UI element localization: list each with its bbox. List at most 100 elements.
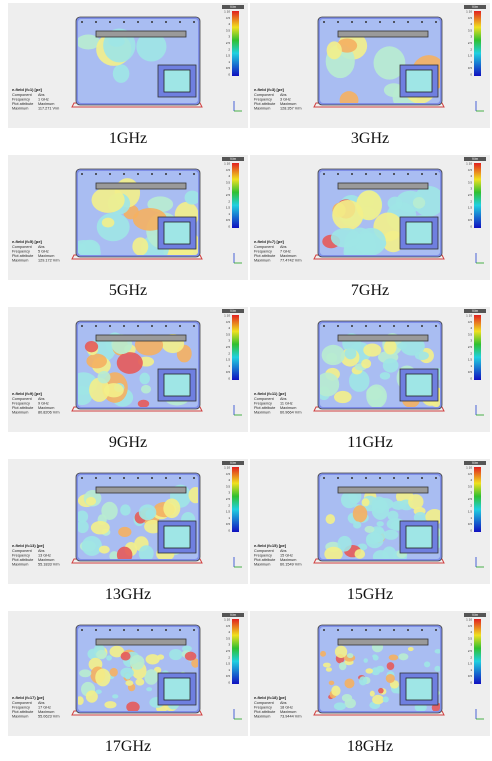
annotation-value: Abs [38, 701, 45, 705]
screw [435, 629, 437, 631]
screw [365, 325, 367, 327]
field-blob [132, 237, 148, 255]
annotation-key: Frequency [254, 250, 272, 254]
annotation-value: Maximum [280, 406, 296, 410]
screw [81, 477, 83, 479]
field-blob [130, 655, 145, 670]
screw [365, 477, 367, 479]
field-blob [424, 661, 430, 667]
field-blob [408, 647, 414, 651]
field-plot: V/m1 104.543.532.521.510.50e-field (f=15… [250, 459, 490, 584]
annotation-key: Frequency [254, 402, 272, 406]
field-blob [365, 526, 375, 533]
field-blob [344, 678, 354, 688]
field-blob [120, 504, 131, 515]
field-blob [96, 690, 102, 694]
colorbar-tick: 3.5 [468, 636, 473, 640]
annotation-key: Plot attribute [12, 254, 33, 258]
annotation-value: 129.172 V/m [38, 259, 60, 263]
field-blob [354, 549, 365, 559]
field-blob [363, 343, 381, 356]
annotation-key: Component [254, 701, 275, 705]
annotation-key: Frequency [254, 554, 272, 558]
field-blob [117, 352, 143, 374]
caption: 11GHz [250, 434, 490, 452]
bar [338, 639, 428, 645]
bar [338, 487, 428, 493]
screw [351, 325, 353, 327]
field-blob [113, 64, 130, 83]
field-blob [185, 652, 196, 661]
field-blob [101, 502, 117, 520]
colorbar-unit: V/m [472, 309, 478, 313]
screw [393, 629, 395, 631]
annotation-value: 5 GHz [38, 250, 49, 254]
annotation-key: Plot attribute [12, 102, 33, 106]
inset-inner [164, 222, 190, 244]
colorbar-tick: 0.5 [468, 370, 473, 374]
field-blob [335, 646, 347, 658]
annotation-key: Plot attribute [12, 710, 33, 714]
screw [351, 629, 353, 631]
screw [137, 629, 139, 631]
bar [338, 31, 428, 37]
field-blob [389, 655, 399, 661]
field-blob [104, 383, 124, 397]
screw [337, 629, 339, 631]
field-blob [112, 694, 118, 698]
field-blob [362, 498, 370, 506]
colorbar-tick: 0.5 [468, 522, 473, 526]
colorbar-tick: 2.5 [226, 649, 231, 653]
annotation-key: Component [12, 93, 33, 97]
annotation-key: Component [254, 549, 275, 553]
caption: 9GHz [8, 434, 248, 452]
field-blob [387, 662, 395, 670]
annotation-title: e-field (f=15) [pe] [254, 543, 287, 548]
screw [193, 173, 195, 175]
screw [337, 173, 339, 175]
screw [435, 477, 437, 479]
annotation-title: e-field (f=1) [pe] [12, 87, 43, 92]
screw [351, 21, 353, 23]
field-blob [331, 686, 340, 696]
colorbar-tick: 4.5 [468, 472, 473, 476]
annotation-value: 60.9664 V/m [280, 411, 302, 415]
caption: 1GHz [8, 130, 248, 148]
annotation-key: Component [12, 245, 33, 249]
annotation-key: Maximum [254, 107, 270, 111]
field-blob [326, 514, 336, 524]
screw [421, 477, 423, 479]
annotation-title: e-field (f=3) [pe] [254, 87, 285, 92]
colorbar-tick: 1 10 [466, 314, 472, 318]
screw [379, 325, 381, 327]
annotation-value: 55.0623 V/m [38, 715, 60, 719]
field-blob [126, 702, 139, 713]
screw [407, 21, 409, 23]
annotation-value: 3 GHz [280, 98, 291, 102]
screw [435, 173, 437, 175]
screw [323, 173, 325, 175]
field-blob [185, 191, 200, 205]
inset-inner [164, 526, 190, 548]
field-blob [334, 702, 346, 710]
screw [81, 325, 83, 327]
colorbar-tick: 4.5 [226, 168, 231, 172]
field-blob [331, 228, 361, 248]
field-plot: V/m1 104.543.532.521.510.50e-field (f=17… [8, 611, 248, 736]
field-plot: V/m1 104.543.532.521.510.50e-field (f=7)… [250, 155, 490, 280]
colorbar-tick: 2.5 [226, 41, 231, 45]
colorbar-tick: 1 10 [224, 162, 230, 166]
annotation-value: Abs [280, 93, 287, 97]
field-blob [163, 499, 180, 519]
field-blob [353, 521, 361, 528]
screw [421, 325, 423, 327]
annotation-value: Abs [280, 245, 287, 249]
bar [96, 487, 186, 493]
field-plot: V/m1 104.543.532.521.510.50e-field (f=1)… [8, 3, 248, 128]
screw [151, 173, 153, 175]
annotation-value: 13 GHz [38, 554, 51, 558]
inset-inner [406, 526, 432, 548]
field-blob [99, 546, 110, 554]
colorbar-unit: V/m [230, 5, 236, 9]
caption: 15GHz [250, 586, 490, 604]
